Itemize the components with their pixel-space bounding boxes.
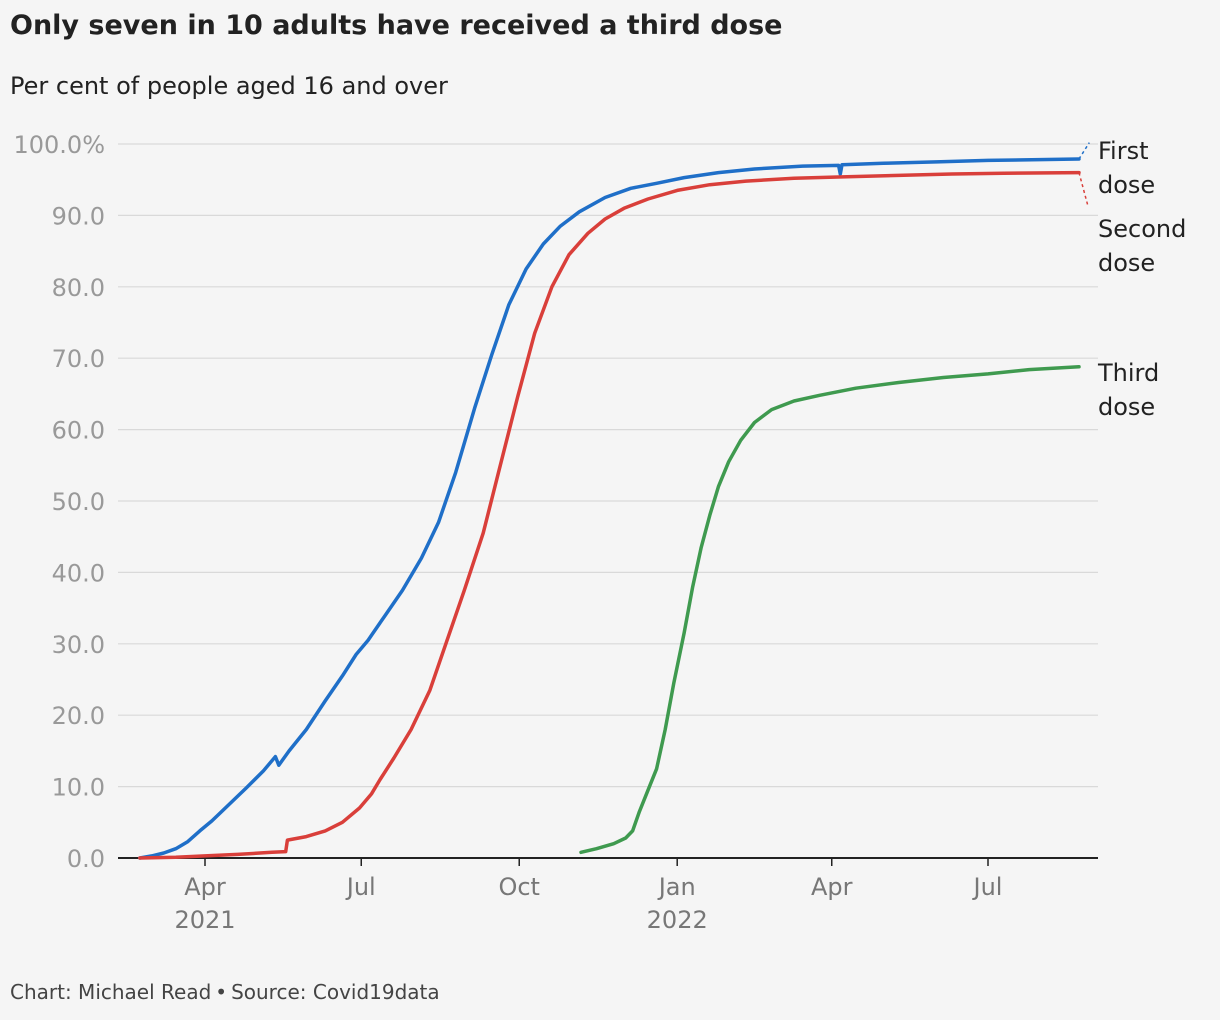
y-tick-label: 100.0%: [13, 131, 105, 159]
series-labels: First dose Second dose Third dose: [1097, 137, 1186, 421]
chart-title: Only seven in 10 adults have received a …: [10, 10, 783, 41]
chart-source: Source: Covid19data: [231, 980, 440, 1004]
gridlines: [118, 143, 1098, 859]
x-tick-year: 2021: [174, 906, 235, 934]
series-lines: [138, 142, 1090, 860]
y-tick-label: 10.0: [52, 774, 105, 802]
x-tick-label: Jan: [657, 873, 696, 901]
line-chart: 0.0 10.0 20.0 30.0 40.0 50.0 60.0 70.0 80.0 90.0 1…: [13, 131, 1186, 934]
y-tick-label: 0.0: [67, 845, 105, 873]
y-tick-label: 80.0: [52, 274, 105, 302]
y-tick-label: 60.0: [52, 417, 105, 445]
series-leader-line: [1078, 142, 1090, 160]
y-tick-label: 20.0: [52, 702, 105, 730]
footer-separator: •: [215, 980, 228, 1004]
x-tick-label: Jul: [972, 873, 1003, 901]
x-axis-ticks: Apr 2021 Jul Oct Jan 2022 Apr Jul: [174, 858, 1002, 934]
x-tick-label: Apr: [811, 873, 853, 901]
series-label: Third: [1097, 359, 1159, 387]
y-tick-label: 70.0: [52, 345, 105, 373]
y-tick-label: 90.0: [52, 202, 105, 230]
series-leader-line: [1078, 172, 1089, 205]
chart-footer: Chart: Michael Read • Source: Covid19data: [10, 980, 440, 1004]
series-label: First: [1098, 137, 1149, 165]
series-line: [579, 365, 1081, 855]
y-tick-label: 40.0: [52, 559, 105, 587]
x-tick-label: Oct: [498, 873, 540, 901]
x-tick-label: Jul: [345, 873, 376, 901]
x-tick-label: Apr: [184, 873, 226, 901]
series-label: dose: [1098, 249, 1155, 277]
y-tick-label: 30.0: [52, 631, 105, 659]
chart-credit: Chart: Michael Read: [10, 980, 212, 1004]
series-label: dose: [1098, 393, 1155, 421]
y-tick-label: 50.0: [52, 488, 105, 516]
series-line: [138, 157, 1081, 860]
x-tick-year: 2022: [647, 906, 708, 934]
series-line: [138, 170, 1081, 860]
y-axis-ticks: 0.0 10.0 20.0 30.0 40.0 50.0 60.0 70.0 80.0 90.0 1…: [13, 131, 105, 873]
chart-subtitle: Per cent of people aged 16 and over: [10, 72, 448, 100]
series-label: dose: [1098, 171, 1155, 199]
series-label: Second: [1098, 215, 1186, 243]
